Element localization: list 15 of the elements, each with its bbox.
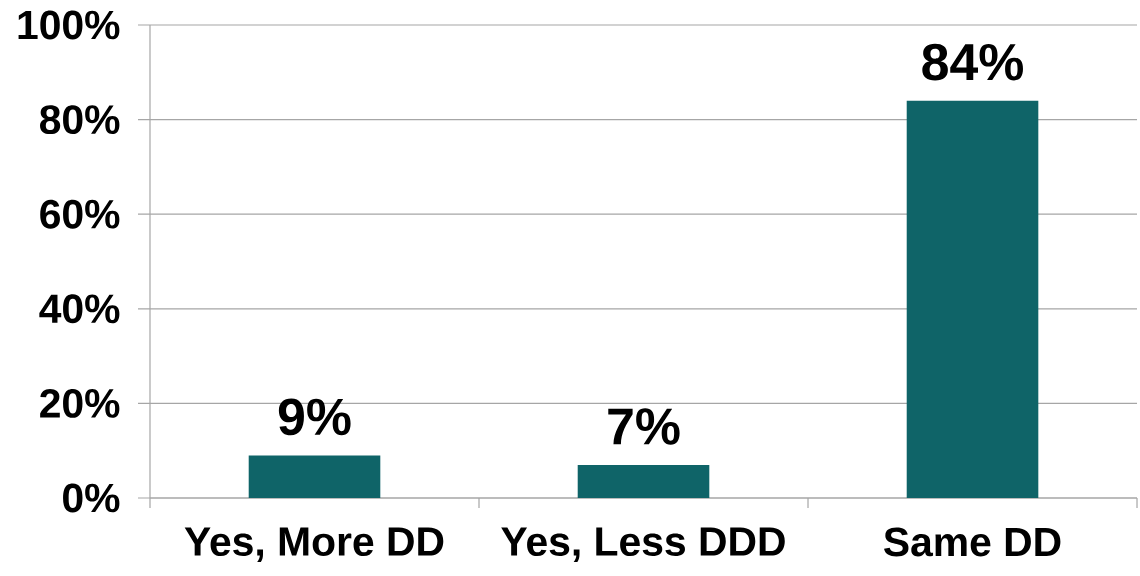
y-tick-label: 60% xyxy=(40,199,120,229)
y-tick-label: 40% xyxy=(39,294,120,324)
bar xyxy=(577,464,710,498)
data-label: 9% xyxy=(278,398,351,436)
bar xyxy=(248,455,381,498)
y-tick-label: 100% xyxy=(18,10,120,40)
data-label: 7% xyxy=(608,408,680,445)
y-tick-label: 20% xyxy=(40,388,120,418)
x-tick-label: Same DD xyxy=(884,527,1061,557)
x-tick-label: Yes, More DD xyxy=(184,527,444,562)
bar xyxy=(906,100,1039,498)
data-label: 84% xyxy=(922,43,1023,81)
y-tick-label: 80% xyxy=(40,105,120,135)
x-tick-label: Yes, Less DDD xyxy=(501,527,785,562)
y-tick-label: 0% xyxy=(63,483,120,513)
